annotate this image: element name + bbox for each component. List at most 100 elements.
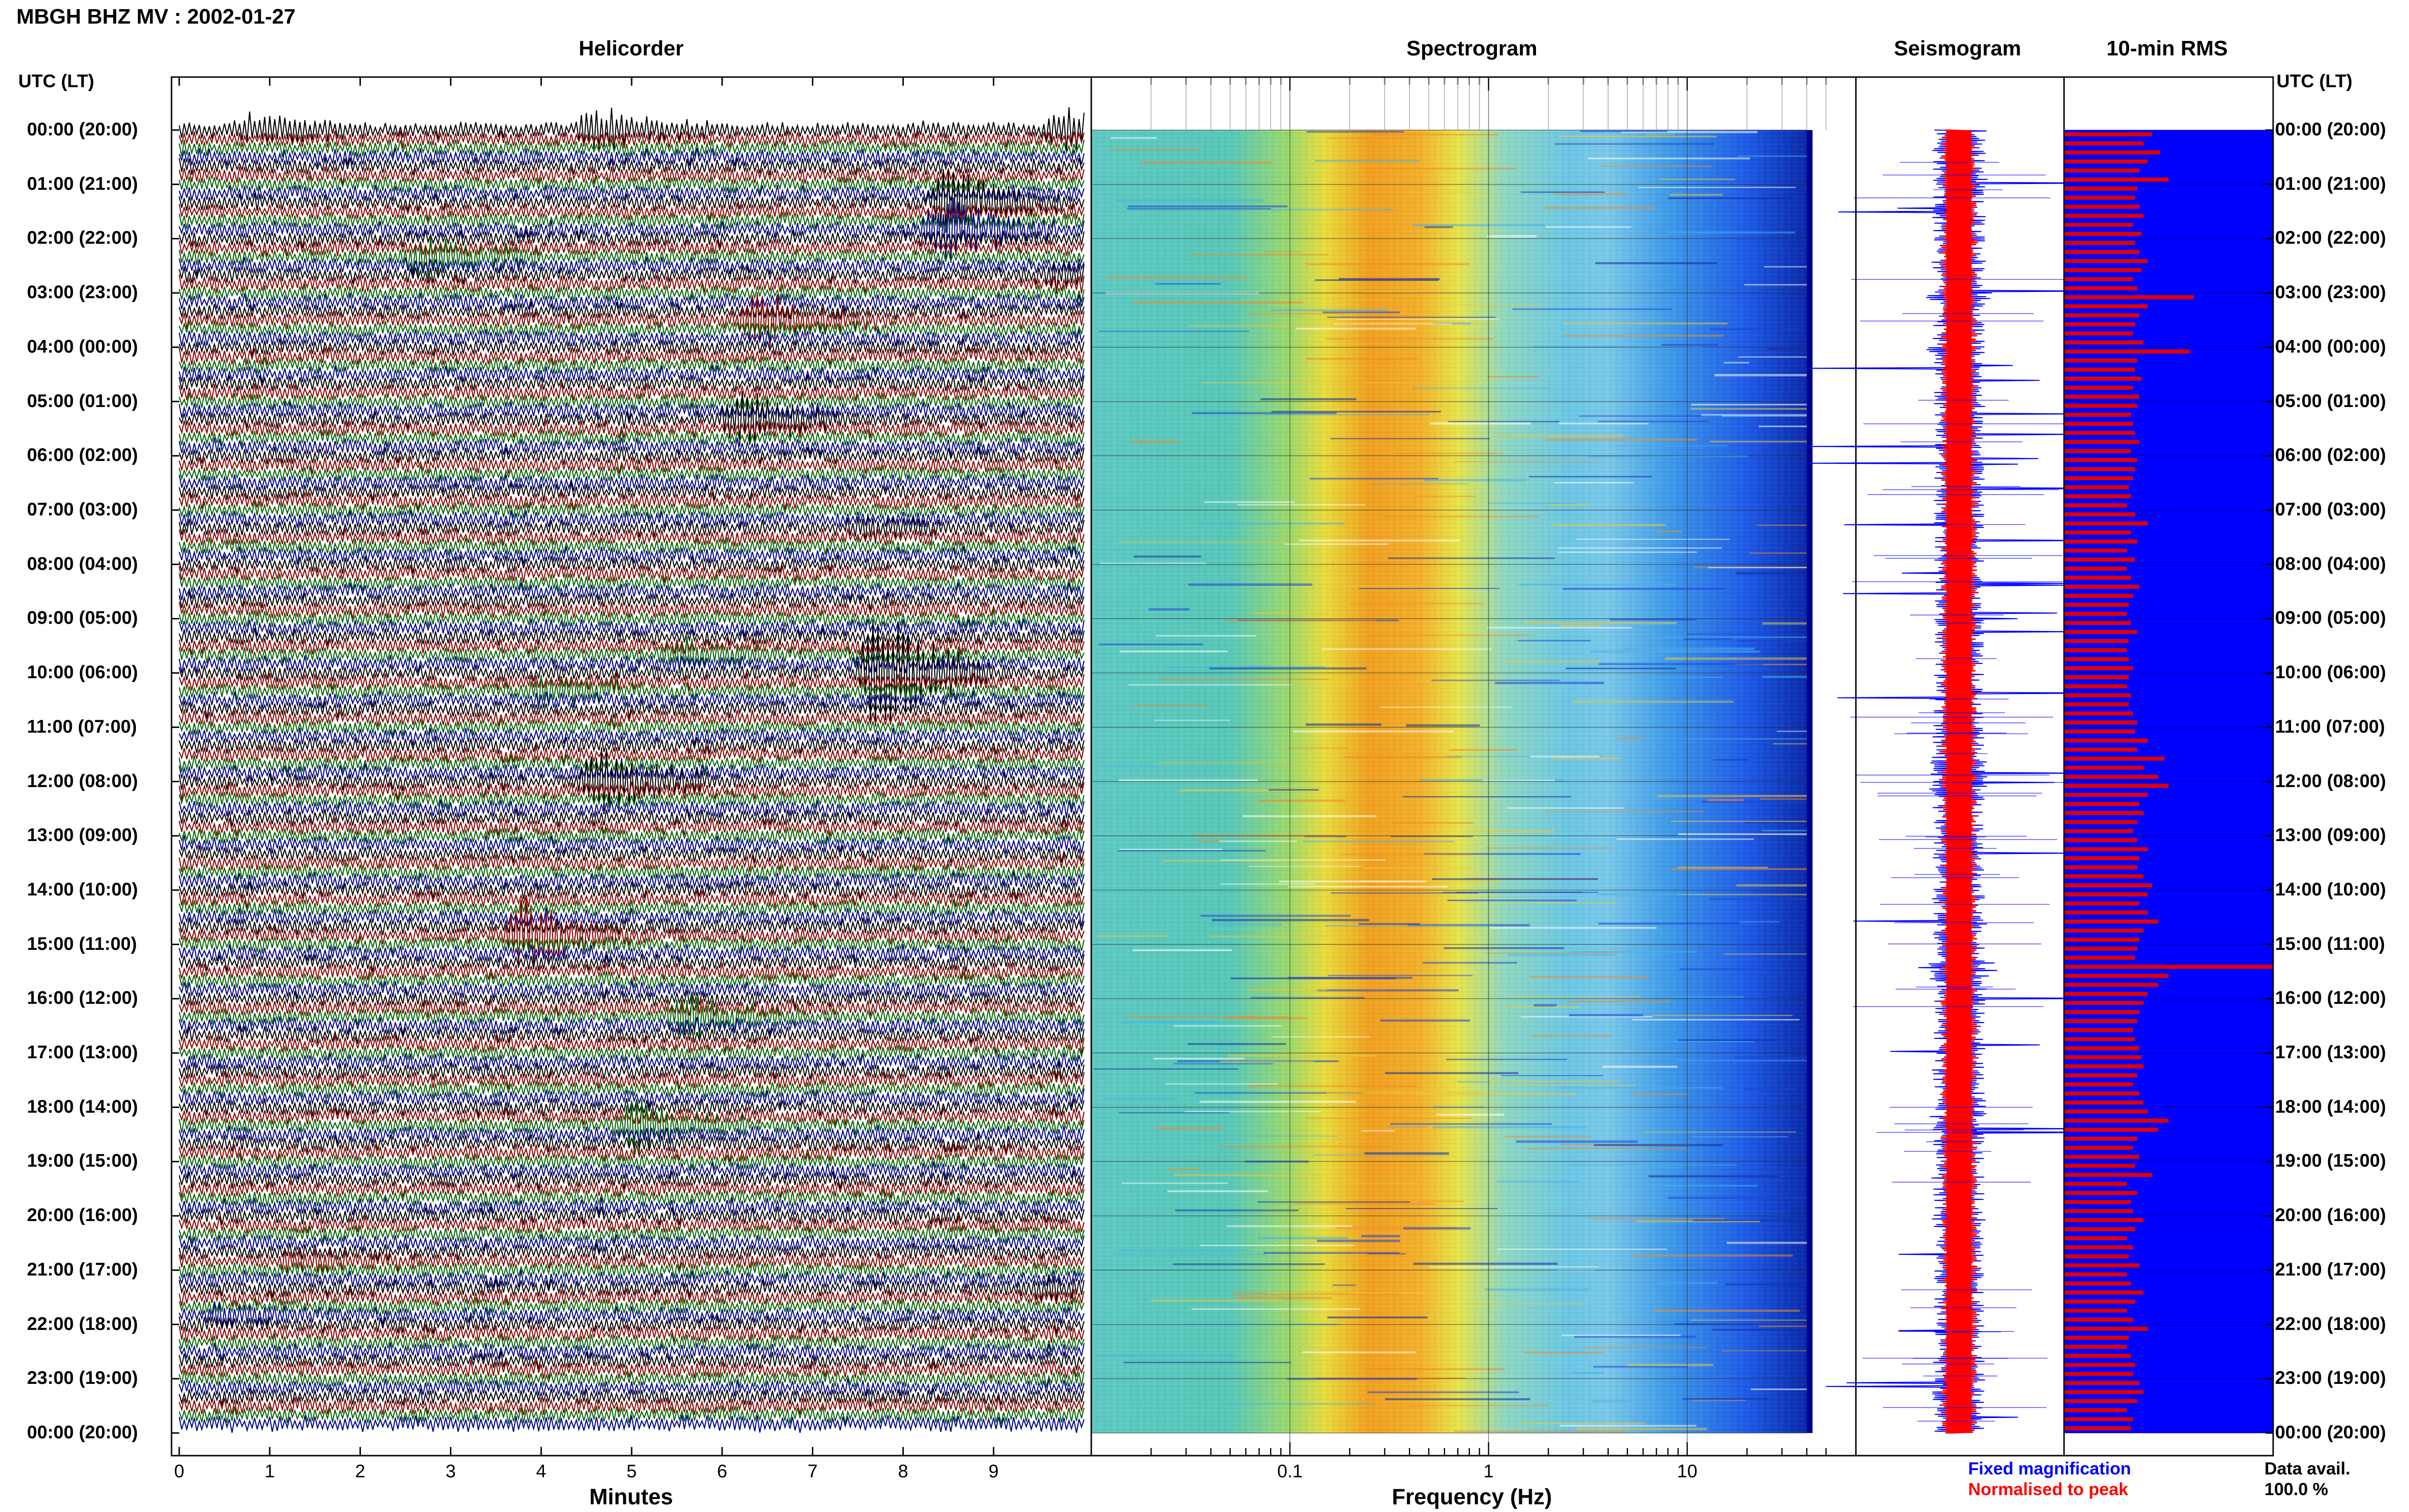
rms-bar [2064,802,2140,806]
helicorder-trace [178,401,1085,420]
spectrogram-streak [1417,1200,1464,1202]
spectrogram-streak [1576,1428,1707,1431]
spectrogram-streak [1563,335,1723,337]
spectrogram-title: Spectrogram [1406,37,1537,60]
spectrogram-streak [1759,425,1807,427]
spectrogram-streak [1602,1065,1678,1068]
spectrogram-streak [1299,539,1460,542]
helicorder-trace [178,718,1085,736]
spectrogram-streak [1565,1000,1671,1003]
spectrogram-streak [1327,316,1496,318]
rms-bar [2064,675,2129,680]
spectrogram-streak [1562,588,1725,590]
spectrogram-streak [1236,1297,1332,1300]
spectrogram-streak [1757,525,1807,526]
spectrogram-streak [1668,197,1793,199]
rms-bar [2064,159,2148,164]
spectrogram-streak [1124,1362,1291,1363]
spectrogram-streak [1737,155,1807,157]
spectrogram-streak [1251,997,1365,999]
spectrogram-streak [1736,884,1807,887]
helicorder-trace [178,259,1085,294]
data-availability-label: Data avail. [2264,1459,2351,1478]
spectrogram-streak [1200,915,1351,917]
rms-bar [2064,956,2135,960]
rms-bar [2064,449,2131,453]
spectrogram-streak [1271,1036,1370,1038]
helicorder-tick-label: 9 [988,1461,999,1482]
rms-bar [2064,295,2194,300]
rms-bar [2064,268,2142,272]
rms-bar [2064,847,2148,852]
helicorder-trace [178,446,1085,465]
rms-bar [2064,349,2190,354]
spectrogram-streak [1482,779,1555,781]
spectrogram-streak [1627,1364,1714,1367]
spectrogram-streak [1487,627,1632,629]
rms-bar [2064,1408,2127,1412]
helicorder-trace [178,655,1085,673]
spectrogram-streak [1618,445,1727,447]
spectrogram-streak [1140,161,1272,164]
spectrogram-x-label: Frequency (Hz) [1391,1484,1552,1509]
spectrogram-streak [1633,1254,1793,1257]
spectrogram-streak [1268,789,1319,791]
helicorder-trace [178,907,1085,927]
spectrogram-streak [1422,962,1517,964]
spectrogram-streak [1385,1398,1530,1400]
spectrogram-streak [1690,408,1807,410]
spectrogram-streak [1133,555,1201,558]
helicorder-trace [178,573,1085,592]
rms-bar [2064,1100,2144,1105]
spectrogram-streak [1270,309,1388,312]
spectrogram-streak [1572,700,1734,703]
rms-bar [2064,693,2131,697]
time-label-right: 15:00 (11:00) [2275,933,2385,954]
rms-bar [2064,792,2148,797]
spectrogram-streak [1642,1131,1796,1133]
spectrogram-streak [1508,996,1641,998]
spectrogram-streak [1120,1021,1219,1024]
spectrogram-streak [1487,376,1539,378]
rms-bar [2064,548,2127,553]
spectrogram-streak [1678,833,1807,835]
spectrogram-streak [1219,1061,1314,1063]
spectrogram-streak [1121,1183,1228,1184]
time-label-left: 15:00 (11:00) [27,933,137,954]
spectrogram-streak [1331,892,1478,894]
helicorder-trace [178,346,1085,366]
rms-bar [2064,213,2144,218]
time-label-left: 07:00 (03:00) [27,499,138,520]
rms-bar [2064,1218,2144,1223]
rms-bar [2064,702,2129,707]
rms-bar [2064,1290,2144,1295]
rms-bar [2064,1272,2127,1277]
time-label-left: 03:00 (23:00) [27,282,138,303]
helicorder-x-label: Minutes [589,1484,673,1509]
spectrogram-tick-label: 1 [1483,1461,1494,1482]
rms-bar [2064,331,2133,336]
helicorder-trace [178,527,1085,547]
helicorder-tick-label: 4 [536,1461,546,1482]
spectrogram-streak [1350,603,1484,605]
helicorder-trace [178,935,1085,954]
helicorder-trace [178,754,1085,773]
rms-bar [2064,1010,2140,1014]
spectrogram-streak [1518,583,1677,586]
spectrogram-streak [1726,1242,1807,1244]
spectrogram-streak [1665,657,1807,660]
helicorder-trace [178,1249,1085,1274]
helicorder-trace [178,392,1085,411]
spectrogram-streak [1175,1210,1298,1211]
helicorder-trace [178,962,1085,982]
spectrogram-streak [1167,1168,1199,1170]
spectrogram-streak [1188,1043,1286,1045]
spectrogram-streak [1759,1325,1807,1327]
helicorder-trace [178,1088,1085,1108]
spectrogram-streak [1486,847,1611,849]
spectrogram-streak [1363,867,1475,869]
spectrogram-streak [1159,678,1329,680]
helicorder-trace [178,944,1085,963]
spectrogram-streak [1707,799,1744,802]
spectrogram-streak [1325,338,1493,340]
